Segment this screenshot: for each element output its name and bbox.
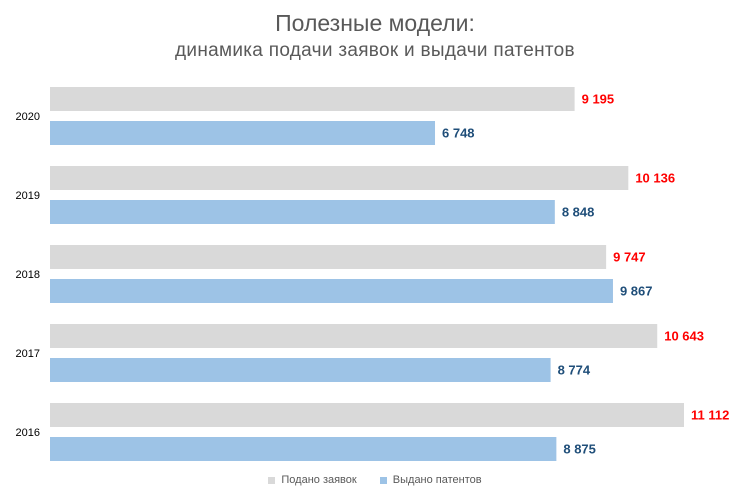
- data-label-patents-2018: 9 867: [620, 284, 653, 299]
- bar-patents-2017: [50, 358, 551, 382]
- bar-applications-2017: [50, 324, 657, 348]
- bar-applications-2020: [50, 87, 575, 111]
- bar-patents-2019: [50, 200, 555, 224]
- data-label-applications-2017: 10 643: [664, 329, 704, 344]
- data-label-patents-2016: 8 875: [563, 442, 596, 457]
- data-label-applications-2020: 9 195: [582, 92, 615, 107]
- legend-label-patents: Выдано патентов: [393, 474, 482, 486]
- legend-label-applications: Подано заявок: [281, 474, 356, 486]
- bar-applications-2019: [50, 166, 628, 190]
- legend-swatch-applications: [268, 477, 275, 484]
- category-label-2020: 2020: [16, 111, 40, 123]
- data-label-patents-2020: 6 748: [442, 126, 475, 141]
- legend: Подано заявок Выдано патентов: [0, 474, 750, 487]
- category-label-2018: 2018: [16, 269, 40, 281]
- data-label-patents-2019: 8 848: [562, 205, 595, 220]
- data-label-applications-2016: 11 112: [691, 408, 729, 423]
- legend-swatch-patents: [380, 477, 387, 484]
- category-label-2016: 2016: [16, 427, 40, 439]
- bar-patents-2020: [50, 121, 435, 145]
- data-label-applications-2018: 9 747: [613, 250, 646, 265]
- bar-patents-2016: [50, 437, 556, 461]
- bar-applications-2018: [50, 245, 606, 269]
- category-label-2019: 2019: [16, 190, 40, 202]
- bar-applications-2016: [50, 403, 684, 427]
- bar-patents-2018: [50, 279, 613, 303]
- data-label-applications-2019: 10 136: [635, 171, 675, 186]
- data-label-patents-2017: 8 774: [558, 363, 591, 378]
- category-label-2017: 2017: [16, 348, 40, 360]
- legend-item-patents: Выдано патентов: [380, 474, 482, 486]
- legend-item-applications: Подано заявок: [268, 474, 356, 486]
